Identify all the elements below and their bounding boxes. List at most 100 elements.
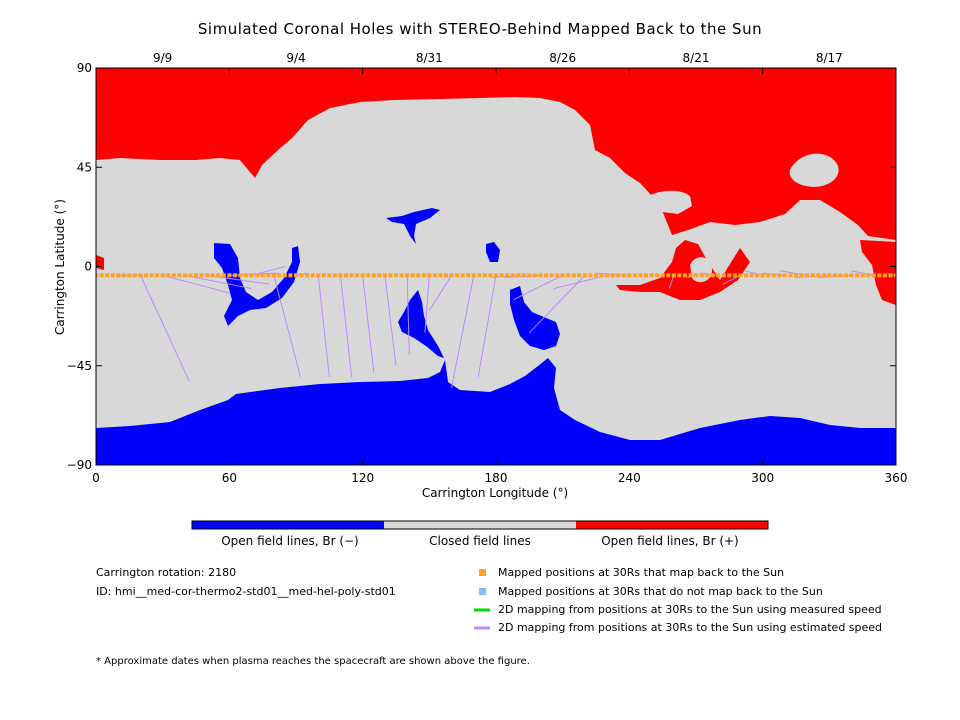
date-label: 8/31	[416, 51, 443, 65]
trajectory-marker	[694, 273, 698, 278]
trajectory-marker	[171, 273, 176, 278]
mapping-line	[477, 275, 497, 377]
trajectory-marker	[232, 273, 237, 278]
closed-island	[789, 153, 839, 187]
trajectory-marker	[838, 273, 843, 278]
trajectory-marker	[777, 273, 782, 278]
trajectory-marker	[238, 273, 243, 278]
trajectory-marker	[427, 273, 432, 278]
trajectory-marker	[255, 273, 260, 278]
trajectory-marker	[716, 273, 721, 278]
trajectory-marker	[382, 273, 387, 278]
trajectory-marker	[710, 273, 715, 278]
colorbar-label-positive: Open field lines, Br (+)	[601, 534, 739, 548]
trajectory-marker	[321, 273, 326, 278]
trajectory-marker	[188, 273, 193, 278]
trajectory-marker	[860, 273, 865, 278]
trajectory-marker	[538, 273, 543, 278]
trajectory-marker	[377, 273, 382, 278]
x-tick-label: 0	[92, 471, 100, 485]
trajectory-marker	[432, 273, 437, 278]
x-axis-label: Carrington Longitude (°)	[421, 486, 569, 500]
trajectory-marker	[394, 273, 398, 278]
trajectory-marker	[294, 273, 298, 278]
closed-island	[648, 190, 692, 214]
colorbar-label-closed: Closed field lines	[429, 534, 531, 548]
trajectory-marker	[705, 273, 710, 278]
legend-label-mapped: Mapped positions at 30Rs that map back t…	[498, 566, 785, 579]
trajectory-marker	[416, 273, 421, 278]
date-label: 8/26	[549, 51, 576, 65]
trajectory-marker	[132, 273, 137, 278]
trajectory-marker	[782, 273, 787, 278]
colorbar-segment	[192, 521, 384, 529]
trajectory-marker	[632, 273, 637, 278]
trajectory-marker	[816, 273, 821, 278]
trajectory-marker	[282, 273, 287, 278]
trajectory-marker	[310, 273, 315, 278]
trajectory-marker	[488, 273, 493, 278]
axis-layer: 0 60 120 180 240 300 360 90 45 0 −45 −90 9/9 9/4 8/31 8…	[67, 51, 908, 485]
trajectory-marker	[205, 273, 210, 278]
trajectory-marker	[160, 273, 165, 278]
trajectory-marker	[438, 273, 443, 278]
trajectory-marker	[249, 273, 254, 278]
trajectory-marker	[821, 273, 826, 278]
trajectory-marker	[749, 273, 754, 278]
trajectory-marker	[677, 273, 682, 278]
positive-extension	[616, 240, 750, 300]
trajectory-marker	[96, 273, 98, 278]
trajectory-marker	[682, 273, 687, 278]
mapping-line	[184, 274, 252, 290]
trajectory-marker	[699, 273, 704, 278]
mapping-line	[424, 275, 430, 333]
trajectory-marker	[199, 273, 204, 278]
trajectory-marker	[138, 273, 143, 278]
trajectory-marker	[210, 273, 215, 278]
trajectory-marker	[405, 273, 410, 278]
trajectory-marker	[871, 273, 876, 278]
y-tick-label: 90	[77, 61, 92, 75]
mapping-line	[162, 274, 230, 294]
trajectory-marker	[621, 273, 626, 278]
mapping-line	[139, 275, 190, 382]
carrington-rotation: Carrington rotation: 2180	[96, 566, 237, 579]
trajectory-marker	[599, 273, 604, 278]
trajectory-marker	[99, 273, 104, 278]
trajectory-marker	[121, 273, 126, 278]
north-positive-cap	[96, 68, 896, 240]
trajectory-marker	[360, 273, 365, 278]
x-tick-label: 360	[885, 471, 908, 485]
trajectory-marker	[888, 273, 893, 278]
trajectory-marker	[499, 273, 504, 278]
trajectory-marker	[866, 273, 871, 278]
colorbar-segment	[384, 521, 576, 529]
date-label: 9/4	[286, 51, 305, 65]
legend-label-unmapped: Mapped positions at 30Rs that do not map…	[498, 585, 823, 598]
trajectory-marker	[444, 273, 448, 278]
trajectory-marker	[449, 273, 454, 278]
negative-hole-2	[386, 208, 440, 244]
legend-square	[479, 569, 486, 576]
south-negative-cap	[96, 358, 896, 465]
trajectory-marker	[799, 273, 804, 278]
negative-hole-3	[398, 290, 444, 358]
trajectory-marker	[482, 273, 487, 278]
trajectory-marker	[466, 273, 471, 278]
trajectory-marker	[721, 273, 726, 278]
trajectory-marker	[338, 273, 343, 278]
trajectory-marker	[882, 273, 887, 278]
trajectory-marker	[194, 273, 198, 278]
trajectory-marker	[260, 273, 265, 278]
closed-island	[236, 170, 268, 208]
trajectory-marker	[655, 273, 660, 278]
trajectory-marker	[738, 273, 743, 278]
mapping-line	[317, 275, 330, 377]
trajectory-marker	[877, 273, 882, 278]
chart-title: Simulated Coronal Holes with STEREO-Behi…	[197, 20, 763, 38]
trajectory-marker	[666, 273, 671, 278]
trajectory-marker	[560, 273, 565, 278]
trajectory-marker	[471, 273, 476, 278]
trajectory-marker	[421, 273, 426, 278]
